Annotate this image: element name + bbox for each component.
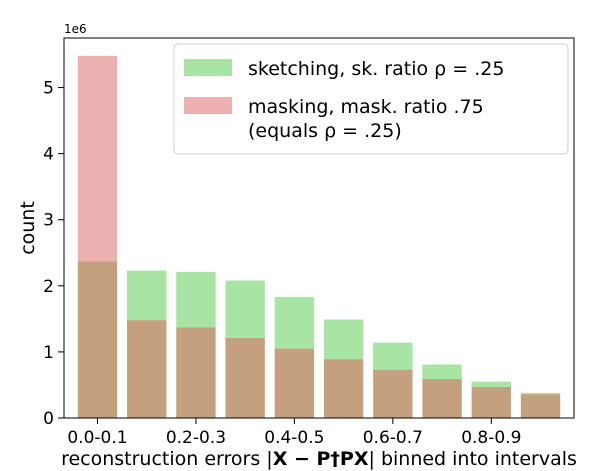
sketching-bar-1 xyxy=(127,270,167,321)
x-tick-label-8: 0.8-0.9 xyxy=(461,428,521,448)
sketching-bar-6 xyxy=(373,342,413,370)
overlap-bar-2 xyxy=(176,327,216,418)
y-offset-text: 1e6 xyxy=(64,22,87,36)
y-tick-label-3: 3 xyxy=(43,211,54,231)
sketching-bar-5 xyxy=(323,319,364,360)
overlap-bar-3 xyxy=(225,338,265,418)
legend-label-sketching-0: sketching, sk. ratio ρ = .25 xyxy=(248,58,504,80)
x-axis-label: reconstruction errors |X − P†PX| binned … xyxy=(61,448,577,470)
y-tick-label-2: 2 xyxy=(43,277,54,297)
sketching-bar-8 xyxy=(471,381,511,387)
sketching-bar-4 xyxy=(274,297,315,349)
overlap-bar-9 xyxy=(520,394,561,418)
sketching-bar-7 xyxy=(422,364,462,380)
x-tick-label-0: 0.0-0.1 xyxy=(67,428,127,448)
legend-swatch-masking xyxy=(184,97,232,114)
masking-bar-0 xyxy=(77,55,118,262)
sketching-bar-2 xyxy=(176,271,216,328)
x-axis: 0.0-0.1 0.2-0.3 0.4-0.5 0.6-0.7 0.8-0.9 xyxy=(67,418,521,448)
overlap-bar-7 xyxy=(422,379,462,418)
legend-label-masking-1: (equals ρ = .25) xyxy=(248,120,402,142)
overlap-bar-0 xyxy=(77,261,118,418)
sketching-bar-3 xyxy=(225,280,265,339)
overlap-bar-6 xyxy=(373,369,413,418)
x-tick-label-2: 0.2-0.3 xyxy=(166,428,226,448)
legend-box xyxy=(173,43,569,155)
legend: sketching, sk. ratio ρ = .25 masking, mas… xyxy=(173,43,569,155)
y-tick-label-5: 5 xyxy=(43,79,54,99)
x-tick-label-4: 0.4-0.5 xyxy=(264,428,324,448)
y-axis: 0 1 2 3 4 5 xyxy=(43,79,64,429)
bars-layer xyxy=(77,55,561,418)
y-axis-label: count xyxy=(17,201,39,255)
overlap-bar-1 xyxy=(127,320,167,418)
y-tick-label-0: 0 xyxy=(43,409,54,429)
overlap-bar-8 xyxy=(471,386,511,418)
legend-swatch-sketching xyxy=(184,59,232,76)
overlap-bar-4 xyxy=(274,348,315,418)
plot-frame xyxy=(63,37,575,419)
y-tick-label-1: 1 xyxy=(43,343,54,363)
legend-label-masking-0: masking, mask. ratio .75 xyxy=(248,96,484,118)
overlap-bar-5 xyxy=(323,359,364,418)
x-tick-label-6: 0.6-0.7 xyxy=(363,428,423,448)
sketching-bar-9 xyxy=(520,392,561,395)
y-tick-label-4: 4 xyxy=(43,145,54,165)
